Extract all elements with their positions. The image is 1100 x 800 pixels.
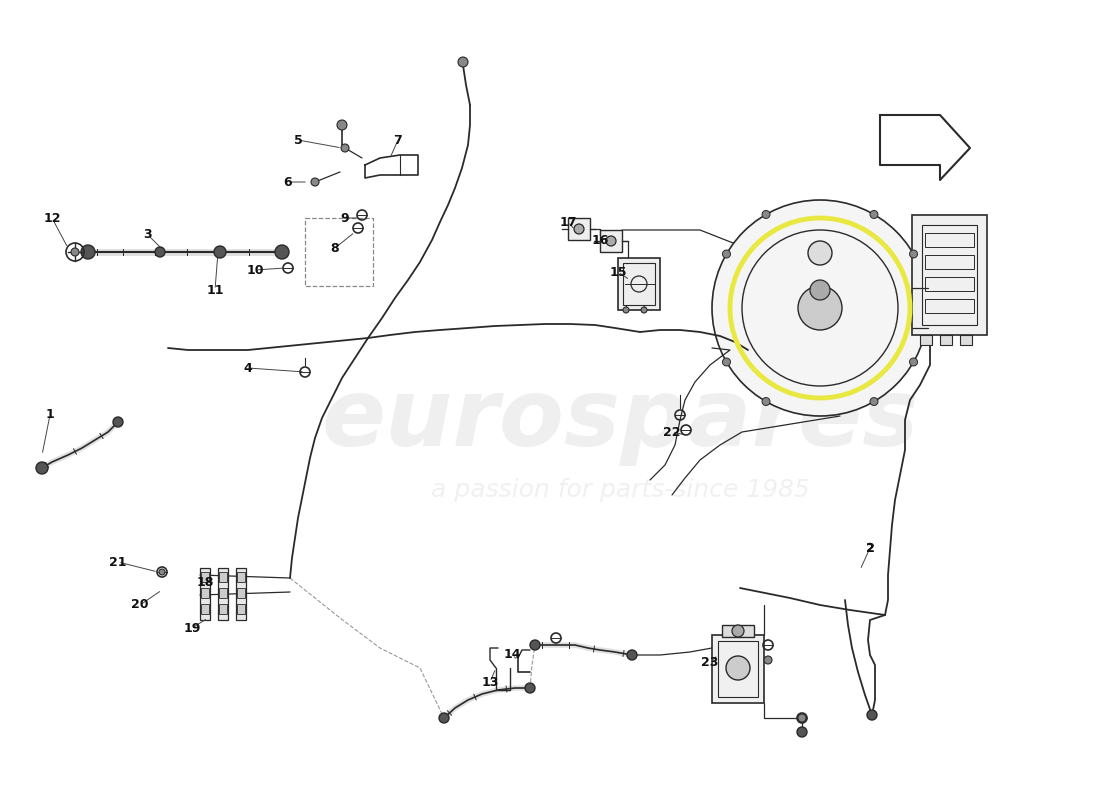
Text: 7: 7 <box>394 134 403 146</box>
Text: 19: 19 <box>184 622 200 634</box>
Bar <box>940 335 952 345</box>
Circle shape <box>72 248 79 256</box>
Circle shape <box>458 57 468 67</box>
Bar <box>219 572 227 582</box>
Text: 10: 10 <box>246 263 264 277</box>
Circle shape <box>341 144 349 152</box>
Circle shape <box>311 178 319 186</box>
Bar <box>722 625 754 637</box>
Circle shape <box>798 286 842 330</box>
Circle shape <box>160 569 165 575</box>
Circle shape <box>732 625 744 637</box>
Circle shape <box>530 640 540 650</box>
Bar <box>236 604 245 614</box>
Text: 23: 23 <box>702 655 718 669</box>
Bar <box>600 230 621 252</box>
Circle shape <box>81 245 95 259</box>
Bar <box>925 299 974 313</box>
Bar <box>912 215 987 335</box>
Circle shape <box>606 236 616 246</box>
Text: 2: 2 <box>866 542 874 554</box>
Bar <box>712 635 764 703</box>
Text: 5: 5 <box>294 134 302 146</box>
Text: 9: 9 <box>341 211 350 225</box>
Circle shape <box>623 307 629 313</box>
Circle shape <box>627 650 637 660</box>
Circle shape <box>798 727 807 737</box>
Text: 22: 22 <box>663 426 681 438</box>
Text: eurospares: eurospares <box>321 374 918 466</box>
Text: 11: 11 <box>207 283 223 297</box>
Circle shape <box>723 250 730 258</box>
Circle shape <box>723 358 730 366</box>
Text: 3: 3 <box>144 229 152 242</box>
Bar <box>219 604 227 614</box>
Text: a passion for parts-since 1985: a passion for parts-since 1985 <box>430 478 810 502</box>
Bar <box>925 277 974 291</box>
Circle shape <box>870 398 878 406</box>
Text: 14: 14 <box>504 649 520 662</box>
Text: 20: 20 <box>131 598 149 611</box>
Circle shape <box>726 656 750 680</box>
Bar <box>618 258 660 310</box>
Circle shape <box>762 210 770 218</box>
Bar <box>922 225 977 325</box>
Bar <box>925 233 974 247</box>
Circle shape <box>275 245 289 259</box>
Circle shape <box>810 280 830 300</box>
Circle shape <box>762 398 770 406</box>
Bar <box>623 263 654 305</box>
Bar <box>568 218 590 240</box>
Text: 17: 17 <box>559 215 576 229</box>
Bar <box>920 335 932 345</box>
Text: 18: 18 <box>196 575 213 589</box>
Circle shape <box>337 120 346 130</box>
Text: 2: 2 <box>866 542 874 554</box>
Bar <box>718 641 758 697</box>
Text: 13: 13 <box>482 675 498 689</box>
Circle shape <box>910 358 917 366</box>
Bar <box>200 568 210 620</box>
Circle shape <box>525 683 535 693</box>
Bar <box>201 572 209 582</box>
Text: 1: 1 <box>45 409 54 422</box>
Bar <box>236 568 246 620</box>
Circle shape <box>798 714 806 722</box>
Circle shape <box>574 224 584 234</box>
Circle shape <box>712 200 928 416</box>
Bar <box>201 604 209 614</box>
Circle shape <box>113 417 123 427</box>
Circle shape <box>36 462 48 474</box>
Text: 8: 8 <box>331 242 339 254</box>
Circle shape <box>641 307 647 313</box>
Text: 4: 4 <box>243 362 252 374</box>
Bar <box>305 218 373 286</box>
Circle shape <box>214 246 225 258</box>
Circle shape <box>870 210 878 218</box>
Circle shape <box>867 710 877 720</box>
Text: 6: 6 <box>284 175 293 189</box>
Circle shape <box>155 247 165 257</box>
Text: 12: 12 <box>43 211 60 225</box>
Bar <box>218 568 228 620</box>
Circle shape <box>910 250 917 258</box>
Circle shape <box>808 241 832 265</box>
Bar <box>236 588 245 598</box>
Bar <box>219 588 227 598</box>
Text: 15: 15 <box>609 266 627 278</box>
Bar <box>925 255 974 269</box>
Circle shape <box>764 656 772 664</box>
Text: 16: 16 <box>592 234 608 246</box>
Bar <box>201 588 209 598</box>
Bar <box>236 572 245 582</box>
Bar <box>960 335 972 345</box>
Circle shape <box>439 713 449 723</box>
Text: 21: 21 <box>109 555 126 569</box>
